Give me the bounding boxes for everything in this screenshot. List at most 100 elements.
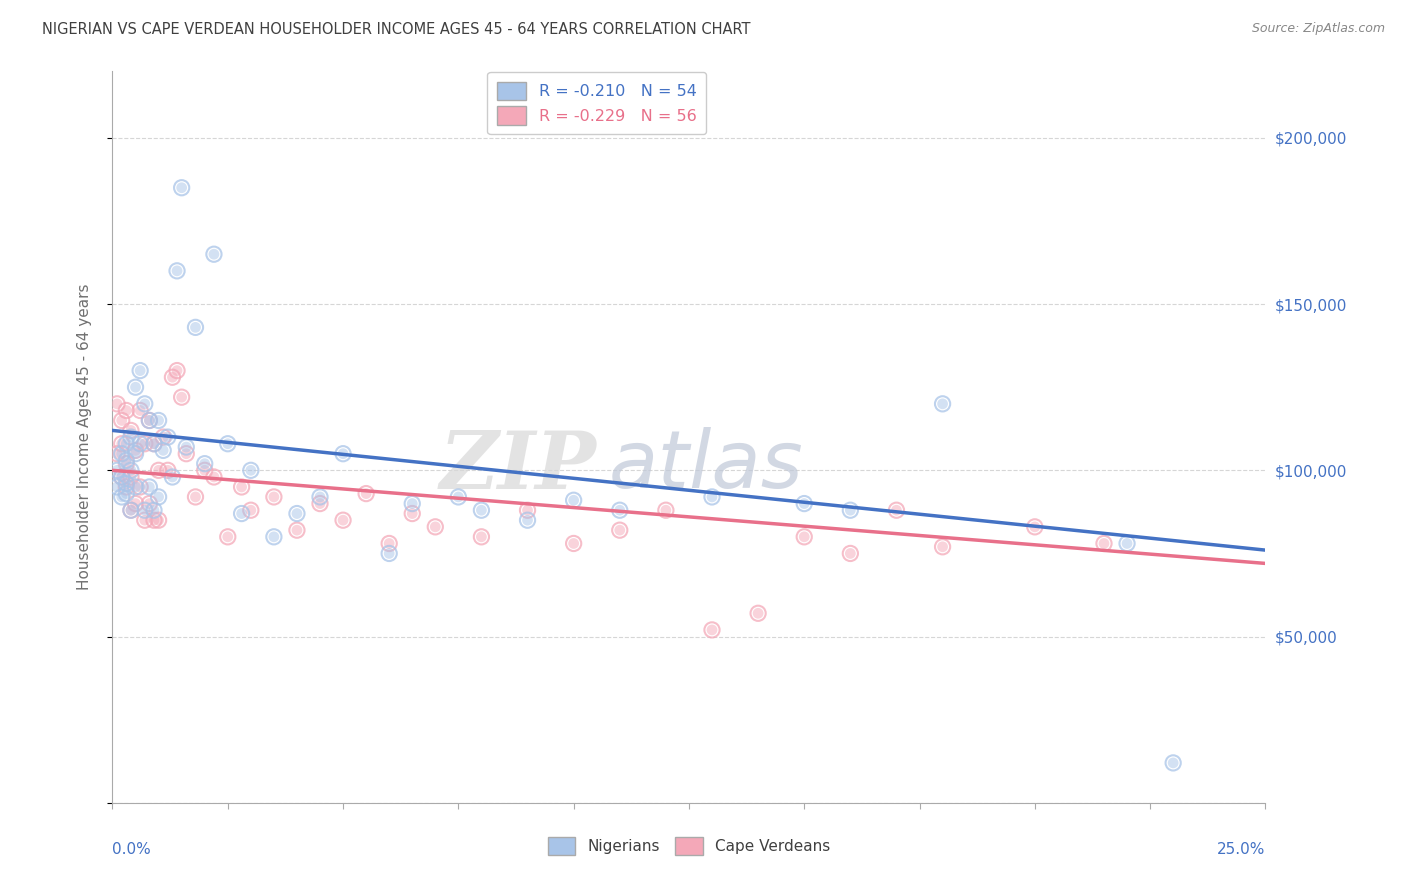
Point: [309, 490, 332, 504]
Point: [425, 520, 447, 534]
Point: [120, 470, 142, 484]
Point: [700, 490, 723, 504]
Point: [425, 520, 447, 534]
Point: [217, 436, 239, 450]
Point: [354, 486, 377, 500]
Point: [111, 413, 134, 427]
Point: [194, 457, 217, 471]
Point: [134, 503, 156, 517]
Point: [120, 503, 142, 517]
Point: [105, 480, 128, 494]
Point: [105, 397, 128, 411]
Point: [401, 497, 423, 511]
Point: [143, 436, 166, 450]
Point: [263, 530, 285, 544]
Point: [1024, 520, 1046, 534]
Point: [124, 380, 146, 394]
Point: [332, 447, 354, 461]
Point: [166, 264, 188, 278]
Point: [194, 463, 217, 477]
Point: [700, 490, 723, 504]
Point: [239, 463, 262, 477]
Point: [138, 413, 160, 427]
Point: [115, 403, 138, 417]
Point: [134, 436, 156, 450]
Point: [111, 490, 134, 504]
Point: [202, 470, 225, 484]
Point: [839, 546, 862, 560]
Text: 25.0%: 25.0%: [1218, 842, 1265, 857]
Point: [285, 523, 308, 537]
Point: [170, 390, 193, 404]
Point: [115, 453, 138, 467]
Point: [166, 363, 188, 377]
Point: [105, 480, 128, 494]
Point: [263, 490, 285, 504]
Point: [115, 476, 138, 491]
Point: [170, 180, 193, 194]
Point: [655, 503, 678, 517]
Point: [609, 503, 631, 517]
Point: [931, 397, 953, 411]
Point: [184, 490, 207, 504]
Point: [793, 530, 815, 544]
Point: [285, 507, 308, 521]
Point: [105, 397, 128, 411]
Point: [120, 503, 142, 517]
Point: [332, 513, 354, 527]
Point: [793, 497, 815, 511]
Point: [148, 513, 170, 527]
Point: [886, 503, 908, 517]
Point: [217, 530, 239, 544]
Point: [231, 480, 253, 494]
Point: [839, 503, 862, 517]
Point: [124, 497, 146, 511]
Point: [470, 503, 492, 517]
Point: [174, 440, 197, 454]
Point: [138, 497, 160, 511]
Point: [447, 490, 470, 504]
Point: [111, 470, 134, 484]
Point: [120, 424, 142, 438]
Point: [143, 503, 166, 517]
Point: [285, 507, 308, 521]
Point: [138, 497, 160, 511]
Point: [162, 370, 184, 384]
Point: [105, 447, 128, 461]
Point: [124, 443, 146, 458]
Point: [931, 540, 953, 554]
Point: [115, 480, 138, 494]
Point: [184, 320, 207, 334]
Point: [793, 497, 815, 511]
Point: [134, 513, 156, 527]
Point: [839, 503, 862, 517]
Point: [931, 540, 953, 554]
Point: [516, 513, 538, 527]
Text: Source: ZipAtlas.com: Source: ZipAtlas.com: [1251, 22, 1385, 36]
Point: [263, 490, 285, 504]
Point: [148, 463, 170, 477]
Point: [1024, 520, 1046, 534]
Point: [152, 443, 174, 458]
Point: [138, 480, 160, 494]
Point: [700, 623, 723, 637]
Point: [129, 480, 152, 494]
Point: [793, 530, 815, 544]
Point: [115, 476, 138, 491]
Point: [115, 486, 138, 500]
Point: [115, 453, 138, 467]
Point: [309, 490, 332, 504]
Point: [134, 436, 156, 450]
Point: [378, 536, 401, 550]
Legend: Nigerians, Cape Verdeans: Nigerians, Cape Verdeans: [541, 831, 837, 861]
Point: [148, 413, 170, 427]
Point: [378, 536, 401, 550]
Point: [166, 363, 188, 377]
Point: [332, 447, 354, 461]
Point: [239, 503, 262, 517]
Point: [184, 490, 207, 504]
Point: [166, 264, 188, 278]
Point: [309, 497, 332, 511]
Point: [120, 503, 142, 517]
Point: [354, 486, 377, 500]
